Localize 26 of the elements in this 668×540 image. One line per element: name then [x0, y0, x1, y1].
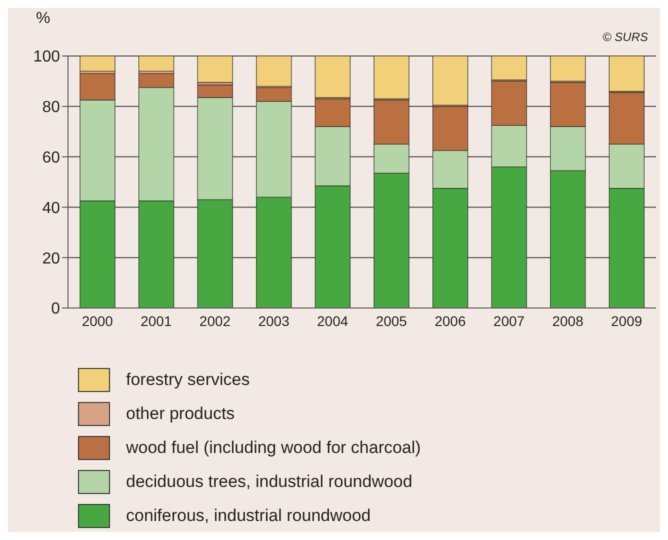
y-tick-label: 40	[42, 200, 60, 217]
text: © SURS	[602, 30, 648, 44]
x-tick-label: 2007	[493, 312, 525, 329]
y-tick-label: 80	[42, 99, 60, 116]
legend-label: deciduous trees, industrial roundwood	[126, 472, 412, 492]
legend-label: wood fuel (including wood for charcoal)	[126, 438, 421, 458]
bar	[80, 56, 116, 72]
y-tick-label: 20	[42, 250, 60, 268]
y-tick-label: 0	[51, 300, 60, 318]
x-tick-label: 2003	[258, 312, 290, 329]
y-tick-label: 100	[33, 48, 60, 66]
x-tick-label: 2000	[82, 312, 114, 329]
x-tick-label: 2006	[434, 312, 466, 329]
legend-label: forestry services	[126, 370, 250, 390]
x-tick-label: 2001	[140, 312, 172, 329]
legend-label: coniferous, industrial roundwood	[126, 506, 371, 526]
y-tick-label: 60	[42, 149, 60, 166]
x-tick-label: 2004	[317, 312, 348, 329]
x-tick-label: 2008	[552, 312, 584, 329]
legend-label: other products	[126, 404, 235, 424]
bar	[197, 56, 233, 83]
x-tick-label: 2002	[199, 312, 231, 329]
x-tick-label: 2005	[376, 312, 408, 329]
x-tick-label: 2009	[611, 312, 642, 329]
y-axis-title: %	[36, 10, 50, 28]
bar	[138, 56, 174, 72]
